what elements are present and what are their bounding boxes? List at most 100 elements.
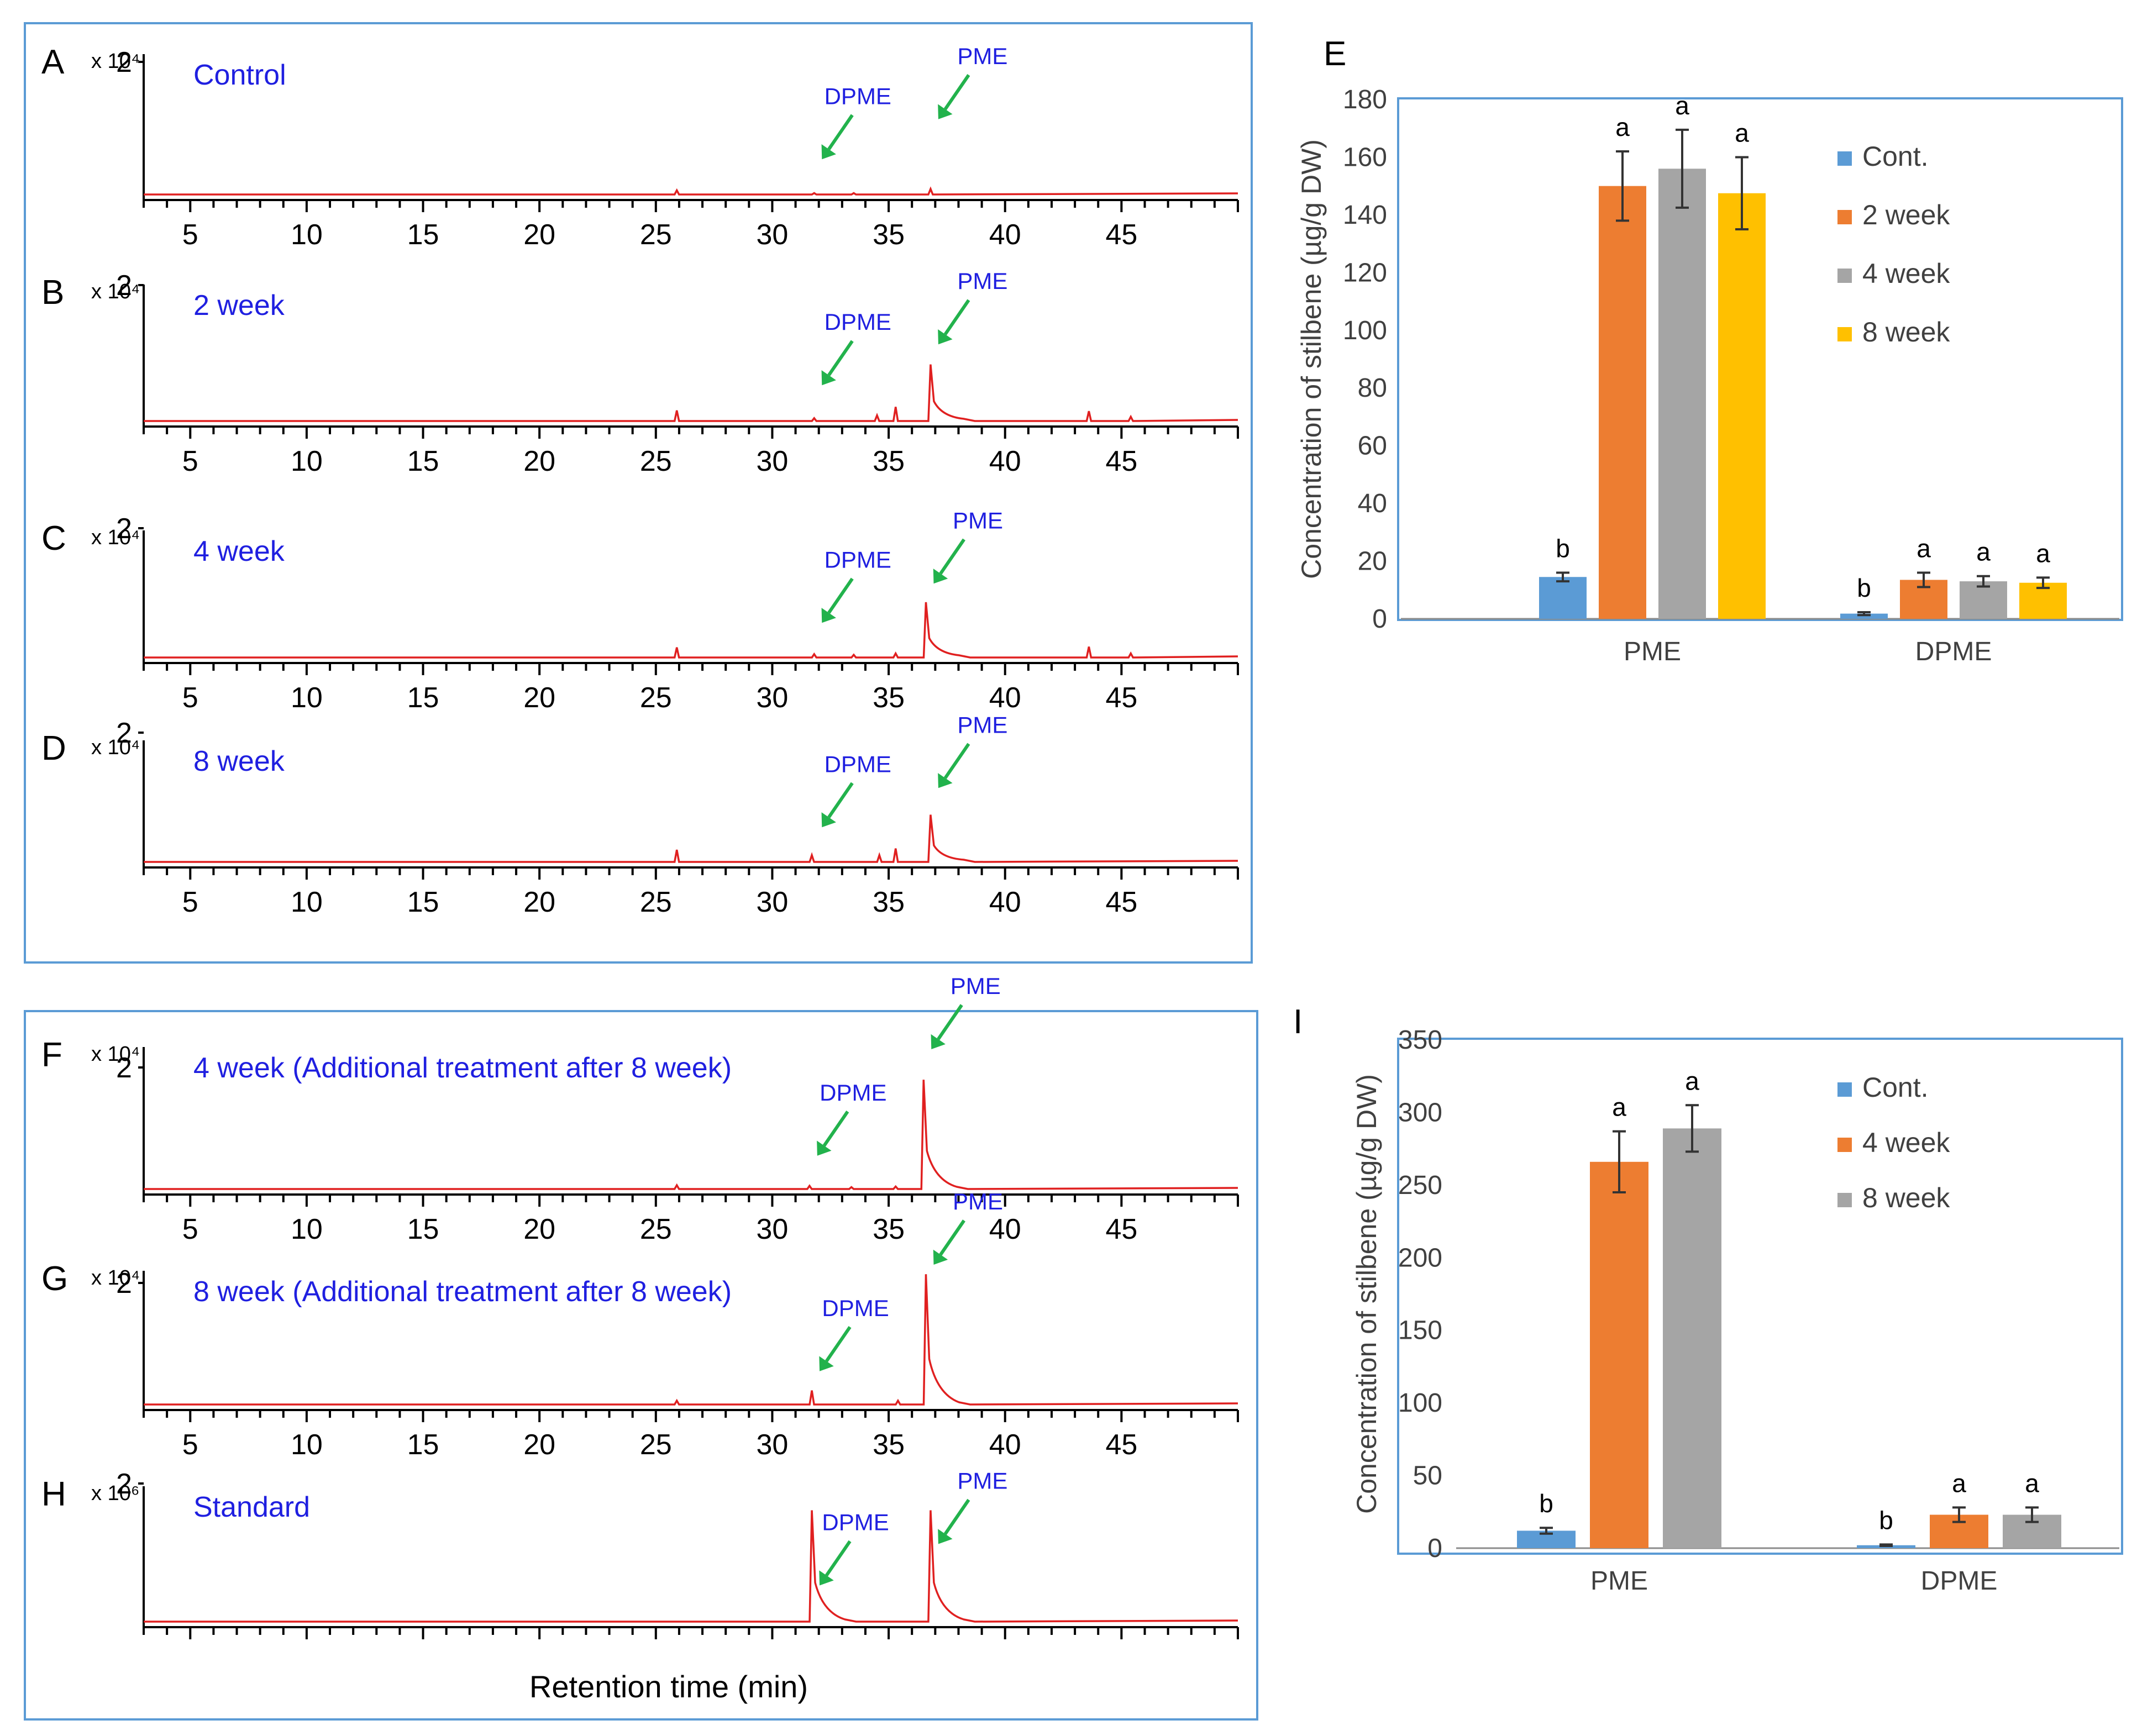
arrow-shaft-pme [943, 299, 970, 335]
x-tick-label: 45 [1105, 1213, 1137, 1245]
x-tick-label: 35 [873, 445, 905, 477]
x-tick-label: 20 [523, 682, 555, 714]
trace-line [144, 1274, 1238, 1406]
peak-label-pme: PME [957, 43, 1007, 69]
legend-label: 8 week [1862, 1182, 1950, 1213]
peak-label-pme: PME [957, 268, 1007, 294]
legend-label: Cont. [1862, 1072, 1929, 1103]
y-tick-label: 0 [1372, 604, 1387, 634]
significance-letter: a [1735, 118, 1749, 147]
x-tick-label: 10 [291, 445, 323, 477]
arrow-head-pme [938, 773, 953, 788]
panel-box-e [1397, 97, 2123, 621]
significance-letter: a [1917, 534, 1931, 562]
arrow-shaft-dpme [827, 577, 854, 614]
x-tick-label: 5 [182, 445, 198, 477]
x-tick-label: 40 [989, 445, 1021, 477]
panel-label-C: C [41, 519, 66, 557]
bar-chart-I: I 0 50 100 150 200 250 300 350 Concentration of s… [1293, 1003, 2119, 1596]
x-tick-label: 10 [291, 682, 323, 714]
arrow-shaft-dpme [825, 1540, 852, 1577]
panel-label-I: I [1293, 1003, 1303, 1041]
arrow-head-pme [933, 569, 948, 584]
peak-label-dpme: DPME [820, 1080, 886, 1106]
peak-label-pme: PME [957, 712, 1007, 738]
arrow-head-dpme [817, 1140, 832, 1156]
y-tick-label: 2 [116, 270, 132, 302]
x-tick-label: 45 [1105, 219, 1137, 251]
y-tick-label: 300 [1398, 1098, 1442, 1127]
legend-swatch [1837, 269, 1852, 283]
peak-label-pme: PME [951, 973, 1001, 999]
trace-line [144, 814, 1238, 863]
x-tick-label: 40 [989, 1213, 1021, 1245]
y-tick-label: 160 [1343, 143, 1387, 172]
bar-2week-pme [1599, 186, 1646, 619]
arrow-shaft-dpme [827, 114, 854, 150]
panel-label-E: E [1324, 35, 1346, 73]
y-tick-label: 40 [1358, 489, 1387, 518]
y-tick-label: 350 [1398, 1025, 1442, 1055]
x-tick-label: 15 [407, 1429, 439, 1461]
peak-label-dpme: DPME [822, 1509, 889, 1535]
x-tick-label: 20 [523, 1429, 555, 1461]
y-tick-label: 120 [1343, 258, 1387, 287]
scale-label: x 10⁴ [91, 526, 140, 549]
arrow-head-pme [933, 1249, 948, 1265]
arrow-shaft-dpme [827, 340, 854, 376]
significance-letter: a [2036, 539, 2050, 567]
y-tick-label: 150 [1398, 1316, 1442, 1345]
legend-swatch [1837, 151, 1852, 166]
arrow-shaft-dpme [822, 1111, 849, 1147]
arrow-head-dpme [821, 608, 836, 623]
x-tick-label: 10 [291, 1213, 323, 1245]
panel-box-fgh [24, 1010, 1258, 1721]
x-tick-label: 35 [873, 219, 905, 251]
panel-label-B: B [41, 273, 64, 312]
bar-8week-pme [1663, 1128, 1721, 1548]
arrow-head-dpme [819, 1356, 834, 1371]
significance-letter: b [1556, 534, 1570, 562]
significance-letter: a [1615, 113, 1630, 141]
arrow-shaft-pme [937, 1004, 963, 1040]
panel-box-i [1397, 1038, 2123, 1555]
y-tick-label: 80 [1358, 373, 1387, 403]
bar-4week-pme [1658, 169, 1706, 619]
scale-label: x 10⁶ [91, 1482, 139, 1505]
legend-label: 8 week [1862, 317, 1950, 348]
condition-label: 4 week [193, 535, 285, 567]
x-tick-label: 10 [291, 1429, 323, 1461]
peak-label-pme: PME [953, 507, 1003, 533]
x-tick-label: 15 [407, 886, 439, 918]
x-tick-label: 5 [182, 1429, 198, 1461]
bar-8week-pme [1718, 193, 1766, 619]
peak-label-pme: PME [953, 1188, 1003, 1214]
y-tick-label: 2 [116, 1267, 132, 1300]
x-tick-label: 5 [182, 682, 198, 714]
panel-label-D: D [41, 729, 66, 767]
x-tick-label: 35 [873, 1213, 905, 1245]
peak-label-pme: PME [957, 1468, 1007, 1494]
trace-line [144, 1080, 1238, 1190]
category-label: DPME [1915, 637, 1992, 666]
significance-letter: a [1612, 1093, 1626, 1122]
y-tick-label: 2 [116, 1468, 132, 1500]
panel-label-G: G [41, 1260, 68, 1298]
scale-label: x 10⁴ [91, 280, 140, 303]
arrow-shaft-pme [939, 538, 965, 575]
y-tick-label: 250 [1398, 1171, 1442, 1200]
x-tick-label: 40 [989, 219, 1021, 251]
x-tick-label: 25 [640, 445, 672, 477]
scale-label: x 10⁴ [91, 50, 140, 73]
trace-line [144, 1510, 1238, 1623]
peak-label-dpme: DPME [825, 83, 891, 109]
arrow-shaft-dpme [825, 1326, 852, 1363]
x-tick-label: 20 [523, 445, 555, 477]
x-tick-label: 30 [757, 1429, 789, 1461]
peak-label-dpme: DPME [822, 1295, 889, 1321]
legend-label: 4 week [1862, 1127, 1950, 1158]
